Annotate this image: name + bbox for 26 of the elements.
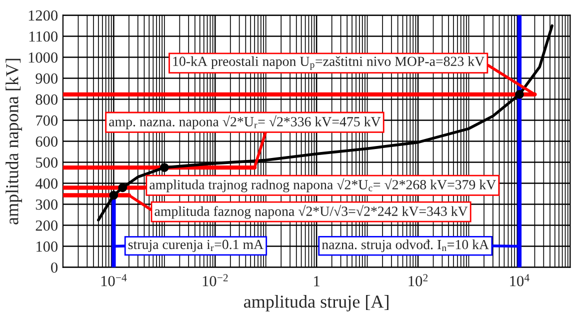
y-tick-label: 1000 [28, 52, 58, 63]
y-tick-label: 1200 [28, 10, 58, 21]
annotation: 10-kA preostali napon U$_{p}$=zaštitni nivo MOP-a=823 kV [173, 56, 484, 70]
annotation: nazna. struja odvođ. I$_{n}$=10 kA [322, 239, 489, 252]
y-tick-label: 500 [36, 157, 58, 168]
x-axis-title: amplituda struje [A] [244, 295, 388, 312]
x-tick-label: 10$^{−2}$ [202, 274, 228, 286]
annotation: amp. nazna. napona √2*U$_{r}$= √2*336 kV=475 kV [109, 115, 381, 130]
y-axis-title: amplituda napona [kV] [6, 58, 22, 224]
x-tick-label: 10$^{4}$ [510, 274, 530, 286]
y-tick-label: 200 [36, 220, 58, 231]
y-tick-label: 900 [36, 73, 58, 84]
y-tick-label: 300 [36, 199, 58, 210]
annotation: amplituda faznog napona √2*U/√3=√2*242 kV=343 kV [154, 204, 468, 219]
annotation: amplituda trajnog radnog napona √2*U$_{c}$= √2*268 kV=379 kV [150, 178, 496, 192]
annotation: struja curenja i$_{r}$=0.1 mA [128, 240, 264, 252]
x-tick-label: 10$^{−4}$ [101, 274, 127, 286]
y-tick-label: 400 [35, 178, 58, 189]
y-tick-label: 1100 [29, 31, 58, 42]
x-tick-label: 1 [314, 276, 320, 286]
y-tick-label: 700 [36, 115, 58, 126]
y-tick-label: 600 [36, 136, 58, 147]
x-tick-label: 10$^{2}$ [408, 274, 428, 286]
y-tick-label: 0 [51, 262, 58, 273]
y-tick-label: 800 [36, 94, 58, 105]
y-tick-label: 100 [36, 241, 58, 252]
